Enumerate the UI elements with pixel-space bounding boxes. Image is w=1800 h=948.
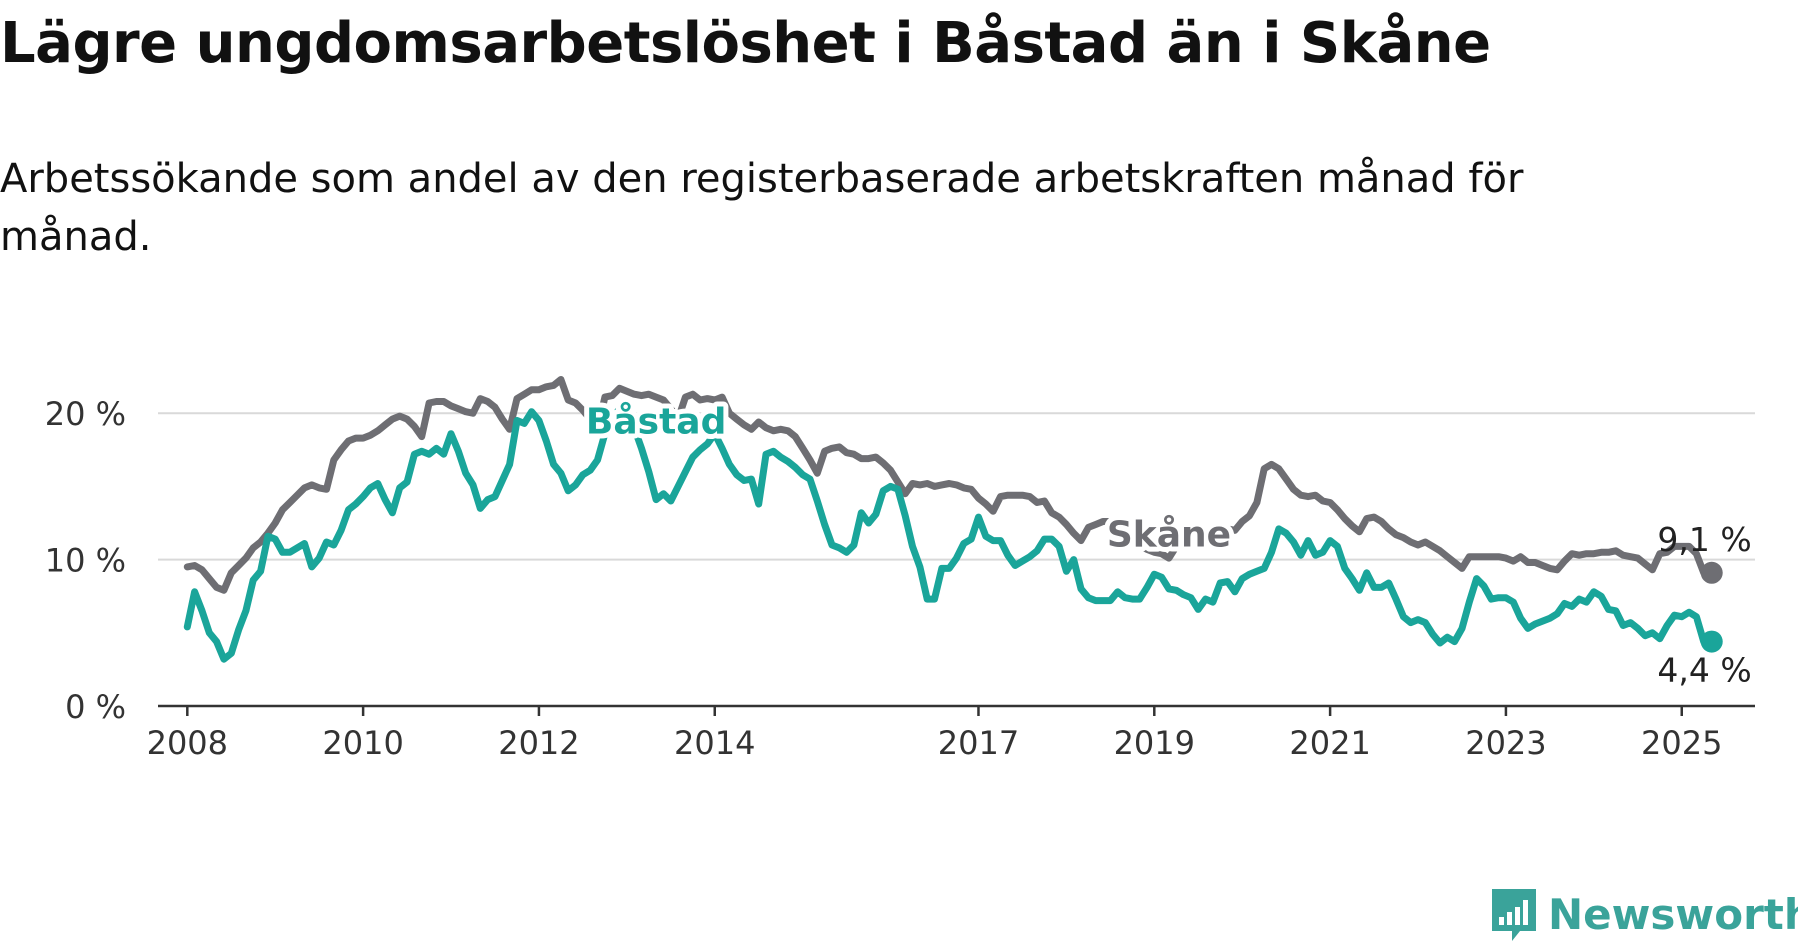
end-label-skane: 9,1 %: [1657, 520, 1751, 559]
x-tick-label: 2019: [1114, 724, 1195, 762]
y-tick-label: 0 %: [65, 688, 126, 726]
x-tick-label: 2021: [1289, 724, 1370, 762]
x-axis-ticks: 2008 2010 2012 2014 2017 2019 2021 2023 2025: [147, 706, 1722, 762]
end-label-bastad: 4,4 %: [1657, 651, 1751, 690]
x-tick-label: 2014: [674, 724, 755, 762]
bar-chart-speech-bubble-icon: [1492, 889, 1536, 941]
x-tick-label: 2023: [1465, 724, 1546, 762]
y-axis-tick-labels: 0 % 10 % 20 %: [45, 395, 126, 726]
y-tick-label: 20 %: [45, 395, 126, 433]
series-label-skane: Skåne: [1107, 514, 1231, 555]
series-line-bastad: [183, 405, 1708, 663]
chart-title: Lägre ungdomsarbetslöshet i Båstad än i …: [0, 11, 1491, 76]
brand-name: Newsworthy: [1548, 890, 1798, 939]
end-point-skane: [1700, 561, 1723, 584]
x-tick-label: 2010: [322, 724, 403, 762]
newsworthy-logo: Newsworthy: [1490, 885, 1800, 947]
end-point-bastad: [1700, 630, 1723, 653]
series-lines: [183, 376, 1723, 663]
series-labels: Skåne Båstad 9,1 % 4,4 %: [581, 397, 1752, 690]
series-line-skane: [183, 376, 1708, 594]
x-tick-label: 2008: [147, 724, 228, 762]
y-tick-label: 10 %: [45, 542, 126, 580]
x-tick-label: 2017: [938, 724, 1019, 762]
chart-subtitle: Arbetssökande som andel av den registerb…: [0, 156, 1524, 260]
x-tick-label: 2025: [1641, 724, 1722, 762]
series-label-bastad: Båstad: [586, 402, 726, 443]
x-tick-label: 2012: [498, 724, 579, 762]
